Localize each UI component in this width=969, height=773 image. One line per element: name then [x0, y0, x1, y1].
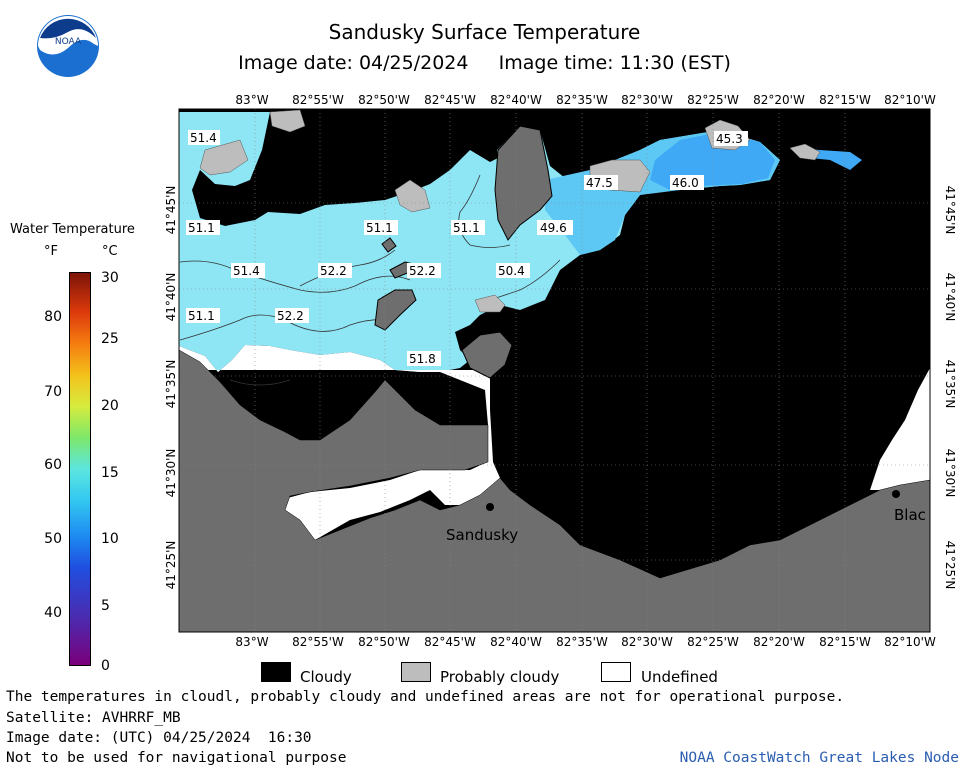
temp-label: 51.1	[366, 221, 393, 235]
image-time: Image time: 11:30 (EST)	[498, 52, 731, 74]
lon-label: 82°25'W	[687, 635, 739, 648]
temp-label: 51.1	[453, 221, 480, 235]
lon-label: 82°10'W	[884, 635, 936, 648]
f-tick: 80	[44, 309, 62, 325]
lon-label: 82°15'W	[819, 635, 871, 648]
temp-label: 52.2	[277, 309, 304, 323]
map-frame	[178, 108, 931, 633]
lon-label: 82°35'W	[556, 93, 608, 107]
f-tick: 50	[44, 531, 62, 547]
lat-label: 41°45'N	[164, 186, 178, 235]
lat-label: 41°30'N	[943, 449, 957, 498]
temp-label: 51.1	[188, 221, 215, 235]
lat-label: 41°25'N	[164, 541, 178, 590]
lon-label: 82°45'W	[424, 635, 476, 648]
temperature-map: Sandusky Blac 51.4 45.3 47.5 46.0 51.1 5…	[164, 93, 957, 648]
f-tick: 40	[44, 605, 62, 621]
lon-label: 82°45'W	[424, 93, 476, 107]
cloudy-label: Cloudy	[300, 668, 352, 686]
land-area	[178, 349, 931, 633]
c-tick: 10	[101, 531, 119, 547]
undefined-area	[179, 345, 500, 540]
f-tick: 70	[44, 384, 62, 400]
lon-label: 82°35'W	[556, 635, 608, 648]
lon-label: 82°30'W	[621, 635, 673, 648]
temp-label: 52.2	[320, 264, 347, 278]
lat-label: 41°30'N	[164, 449, 178, 498]
temp-label: 51.4	[190, 131, 217, 145]
cloudy-swatch	[261, 662, 291, 682]
temp-label: 47.5	[586, 176, 613, 190]
lon-label: 82°10'W	[884, 93, 936, 107]
islands	[374, 125, 553, 379]
lon-label: 82°25'W	[687, 93, 739, 107]
satellite-info: Satellite: AVHRRF_MB	[6, 710, 181, 726]
temperature-color-scale	[69, 272, 91, 666]
lat-label: 41°25'N	[943, 541, 957, 590]
longitude-labels-top: 83°W 82°55'W 82°50'W 82°45'W 82°40'W 82°…	[235, 93, 936, 107]
nav-warning: Not to be used for navigational purpose	[6, 750, 347, 766]
undefined-label: Undefined	[641, 668, 718, 686]
lat-label: 41°45'N	[943, 186, 957, 235]
coastwatch-node: NOAA CoastWatch Great Lakes Node	[679, 750, 959, 766]
temperature-labels: 51.4 45.3 47.5 46.0 51.1 51.1 51.1 49.6 …	[186, 130, 748, 366]
temp-label: 51.8	[409, 352, 436, 366]
latitude-labels-left: 41°45'N 41°40'N 41°35'N 41°30'N 41°25'N	[164, 186, 178, 590]
temp-label: 51.1	[188, 309, 215, 323]
sandusky-marker	[486, 503, 494, 511]
c-tick: 0	[101, 658, 110, 674]
lon-label: 82°50'W	[358, 635, 410, 648]
place-sandusky: Sandusky	[446, 526, 518, 544]
undefined-swatch	[601, 662, 631, 682]
lon-label: 82°20'W	[753, 93, 805, 107]
c-tick: 15	[101, 465, 119, 481]
latitude-labels-right: 41°45'N 41°40'N 41°35'N 41°30'N 41°25'N	[943, 186, 957, 590]
lat-label: 41°35'N	[164, 360, 178, 409]
lat-label: 41°40'N	[943, 273, 957, 322]
lat-label: 41°40'N	[164, 273, 178, 322]
f-tick: 60	[44, 457, 62, 473]
lon-label: 82°55'W	[292, 93, 344, 107]
temp-label: 45.3	[716, 132, 743, 146]
lon-label: 82°40'W	[490, 93, 542, 107]
image-date: Image date: 04/25/2024	[238, 52, 469, 74]
lon-label: 83°W	[235, 635, 268, 648]
utc-date: Image date: (UTC) 04/25/2024 16:30	[6, 730, 312, 746]
legend-title: Water Temperature	[10, 222, 135, 237]
temp-label: 46.0	[672, 176, 699, 190]
lon-label: 82°20'W	[753, 635, 805, 648]
longitude-labels-bottom: 83°W 82°55'W 82°50'W 82°45'W 82°40'W 82°…	[235, 635, 936, 648]
lon-label: 83°W	[235, 93, 268, 107]
undefined-area-east	[870, 368, 930, 490]
c-tick: 25	[101, 331, 119, 347]
map-subtitle: Image date: 04/25/2024 Image time: 11:30…	[0, 52, 969, 74]
probably-cloudy-label: Probably cloudy	[440, 668, 560, 686]
blac-marker	[892, 490, 900, 498]
temp-label: 51.4	[233, 264, 260, 278]
map-title: Sandusky Surface Temperature	[328, 20, 641, 44]
lon-label: 82°50'W	[358, 93, 410, 107]
lon-label: 82°40'W	[490, 635, 542, 648]
legend-unit-c: °C	[102, 244, 118, 259]
legend-unit-f: °F	[44, 244, 58, 259]
place-blac: Blac	[894, 506, 926, 524]
c-tick: 20	[101, 398, 119, 414]
temp-label: 52.2	[409, 264, 436, 278]
lon-label: 82°55'W	[292, 635, 344, 648]
logo-text: NOAA	[55, 37, 82, 47]
lon-label: 82°15'W	[819, 93, 871, 107]
c-tick: 5	[101, 598, 110, 614]
lon-label: 82°30'W	[621, 93, 673, 107]
temp-label: 49.6	[540, 221, 567, 235]
lat-label: 41°35'N	[943, 360, 957, 409]
noaa-logo: NOAA	[37, 15, 99, 77]
probably-cloudy-swatch	[401, 662, 431, 682]
disclaimer: The temperatures in cloudl, probably clo…	[6, 689, 845, 705]
temp-label: 50.4	[498, 264, 525, 278]
c-tick: 30	[101, 270, 119, 286]
